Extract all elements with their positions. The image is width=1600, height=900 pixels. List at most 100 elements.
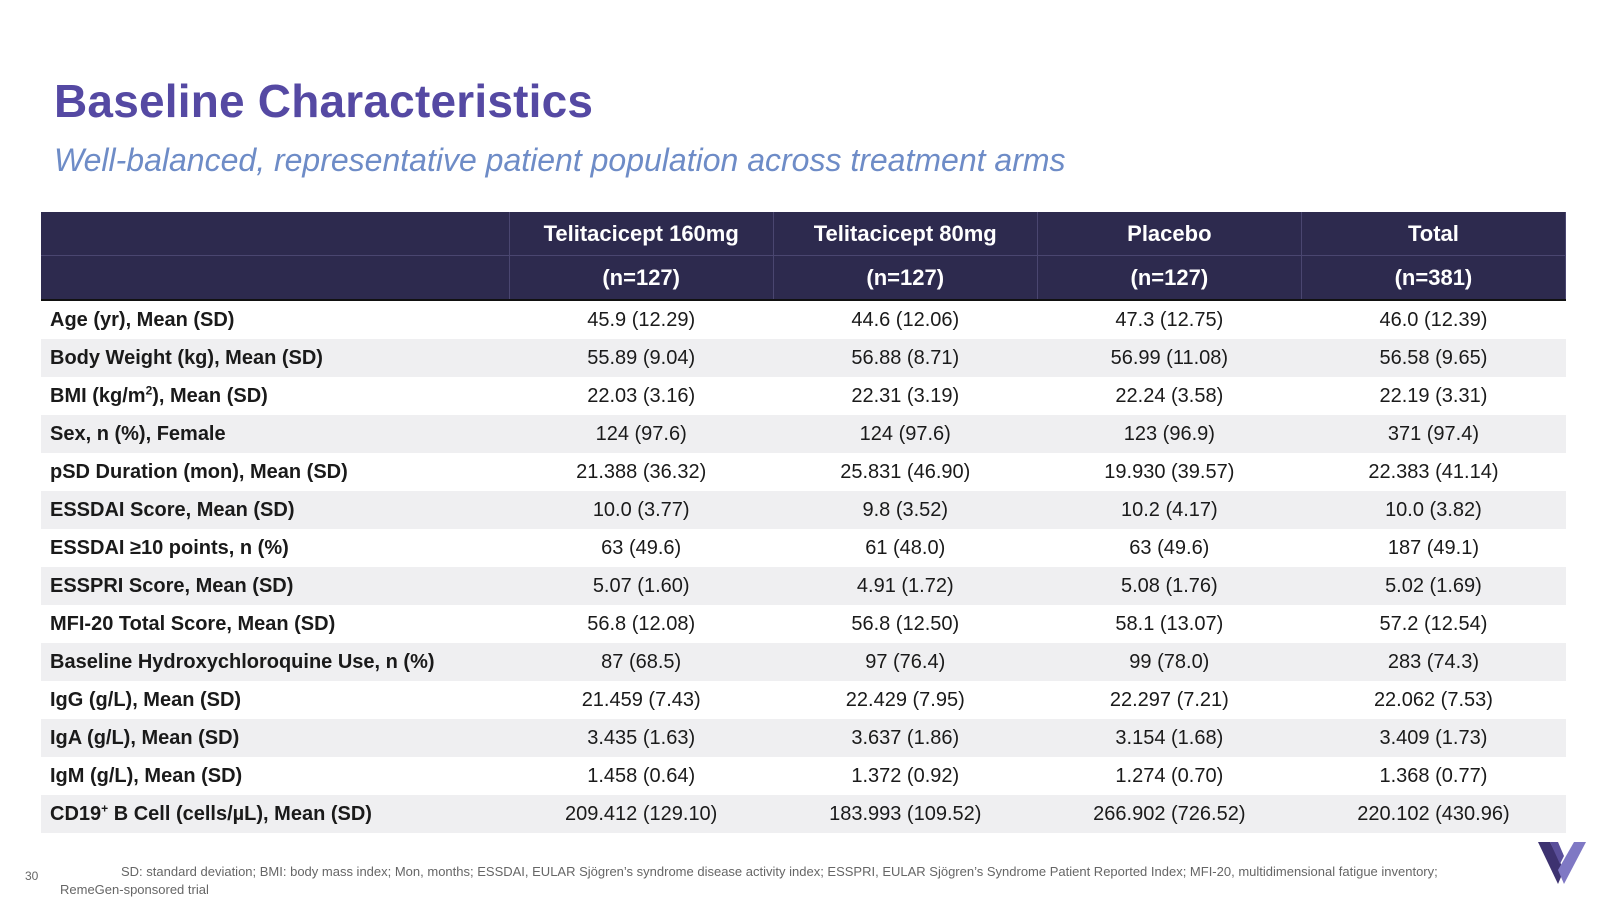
cell-value: 209.412 (129.10) [509, 795, 774, 833]
column-header-total: Total [1301, 212, 1567, 256]
cell-value: 124 (97.6) [509, 415, 774, 453]
row-label: Body Weight (kg), Mean (SD) [41, 339, 510, 377]
row-label-text: ), Mean (SD) [152, 384, 268, 407]
cell-value: 97 (76.4) [773, 643, 1038, 681]
page-number: 30 [25, 869, 39, 883]
cell-value: 21.388 (36.32) [576, 460, 707, 483]
cell-value: 56.8 (12.50) [851, 612, 960, 635]
cell-value: 55.89 (9.04) [509, 339, 774, 377]
cell-value: 123 (96.9) [1037, 415, 1302, 453]
row-label-text: BMI (kg/m [50, 384, 146, 407]
cell-value: 266.902 (726.52) [1037, 795, 1302, 833]
row-label: BMI (kg/m2), Mean (SD) [41, 377, 509, 415]
row-label: IgG (g/L), Mean (SD) [50, 688, 242, 711]
table-row: ESSDAI Score, Mean (SD) 10.0 (3.77) 9.8 … [41, 491, 1566, 529]
superscript: + [101, 800, 109, 815]
row-label: pSD Duration (mon), Mean (SD) [50, 460, 348, 483]
v-logo-icon [1538, 842, 1586, 884]
table-row: MFI-20 Total Score, Mean (SD) 56.8 (12.0… [41, 605, 1566, 643]
column-header-placebo: Placebo [1037, 212, 1302, 256]
cell-value: 21.459 (7.43) [581, 688, 701, 711]
cell-value: 63 (49.6) [1129, 536, 1210, 559]
table-row: Sex, n (%), Female 124 (97.6) 124 (97.6)… [41, 415, 1566, 453]
row-label: ESSDAI ≥10 points, n (%) [50, 536, 289, 559]
table-row: ESSPRI Score, Mean (SD) 5.07 (1.60) 4.91… [41, 567, 1566, 605]
cell-value: 58.1 (13.07) [1115, 612, 1224, 635]
cell-value: 1.458 (0.64) [587, 764, 696, 787]
cell-value: 61 (48.0) [865, 536, 946, 559]
cell-value: 1.368 (0.77) [1379, 764, 1488, 787]
cell-value: 10.0 (3.77) [509, 491, 774, 529]
column-n-telitacicept-160mg: (n=127) [509, 255, 774, 301]
cell-value: 22.31 (3.19) [851, 384, 960, 407]
cell-value: 9.8 (3.52) [773, 491, 1038, 529]
row-label: Sex, n (%), Female [41, 415, 510, 453]
cell-value: 283 (74.3) [1301, 643, 1566, 681]
cell-value: 56.58 (9.65) [1301, 339, 1566, 377]
cell-value: 3.435 (1.63) [509, 719, 774, 757]
column-n-placebo: (n=127) [1037, 255, 1302, 301]
cell-value: 22.383 (41.14) [1368, 460, 1499, 483]
row-label: ESSDAI Score, Mean (SD) [41, 491, 510, 529]
table-row: Baseline Hydroxychloroquine Use, n (%) 8… [41, 643, 1566, 681]
cell-value: 371 (97.4) [1301, 415, 1566, 453]
table-row: BMI (kg/m2), Mean (SD) 22.03 (3.16) 22.3… [41, 377, 1566, 415]
slide-subtitle: Well-balanced, representative patient po… [54, 142, 1066, 178]
cell-value: 3.154 (1.68) [1037, 719, 1302, 757]
cell-value: 99 (78.0) [1037, 643, 1302, 681]
row-label-text: B Cell (cells/µL), Mean (SD) [108, 802, 372, 825]
cell-value: 56.99 (11.08) [1037, 339, 1302, 377]
cell-value: 4.91 (1.72) [773, 567, 1038, 605]
table-row: Body Weight (kg), Mean (SD) 55.89 (9.04)… [41, 339, 1566, 377]
cell-value: 22.062 (7.53) [1373, 688, 1493, 711]
cell-value: 25.831 (46.90) [840, 460, 971, 483]
table-row: CD19+ B Cell (cells/µL), Mean (SD) 209.4… [41, 795, 1566, 833]
cell-value: 220.102 (430.96) [1301, 795, 1566, 833]
cell-value: 56.8 (12.08) [587, 612, 696, 635]
table-row: IgM (g/L), Mean (SD) 1.458 (0.64) 1.372 … [41, 757, 1566, 795]
superscript: 2 [145, 382, 153, 397]
column-n-telitacicept-80mg: (n=127) [773, 255, 1038, 301]
cell-value: 22.24 (3.58) [1115, 384, 1224, 407]
table-row: pSD Duration (mon), Mean (SD) 21.388 (36… [41, 453, 1566, 491]
footnote: SD: standard deviation; BMI: body mass i… [60, 864, 1438, 897]
row-label: IgA (g/L), Mean (SD) [41, 719, 510, 757]
cell-value: 5.08 (1.76) [1037, 567, 1302, 605]
cell-value: 1.274 (0.70) [1115, 764, 1224, 787]
cell-value: 63 (49.6) [601, 536, 682, 559]
cell-value: 22.03 (3.16) [587, 384, 696, 407]
cell-value: 45.9 (12.29) [587, 308, 696, 331]
cell-value: 22.429 (7.95) [845, 688, 965, 711]
cell-value: 22.297 (7.21) [1109, 688, 1229, 711]
cell-value: 44.6 (12.06) [851, 308, 960, 331]
cell-value: 87 (68.5) [509, 643, 774, 681]
row-label: ESSPRI Score, Mean (SD) [41, 567, 510, 605]
header-empty-cell [41, 212, 510, 256]
cell-value: 183.993 (109.52) [773, 795, 1038, 833]
table-row: IgG (g/L), Mean (SD) 21.459 (7.43) 22.42… [41, 681, 1566, 719]
cell-value: 22.19 (3.31) [1379, 384, 1488, 407]
row-label-text: CD19 [50, 802, 102, 825]
cell-value: 3.637 (1.86) [773, 719, 1038, 757]
table-row: ESSDAI ≥10 points, n (%) 63 (49.6) 61 (4… [41, 529, 1566, 567]
row-label: Baseline Hydroxychloroquine Use, n (%) [41, 643, 510, 681]
column-n-total: (n=381) [1301, 255, 1567, 301]
table-row: IgA (g/L), Mean (SD) 3.435 (1.63) 3.637 … [41, 719, 1566, 757]
cell-value: 46.0 (12.39) [1379, 308, 1488, 331]
cell-value: 5.02 (1.69) [1301, 567, 1566, 605]
header-empty-cell [41, 255, 510, 301]
cell-value: 19.930 (39.57) [1104, 460, 1235, 483]
row-label: CD19+ B Cell (cells/µL), Mean (SD) [41, 795, 510, 833]
cell-value: 56.88 (8.71) [773, 339, 1038, 377]
cell-value: 10.0 (3.82) [1301, 491, 1566, 529]
column-header-telitacicept-80mg: Telitacicept 80mg [773, 212, 1038, 256]
table-row: Age (yr), Mean (SD) 45.9 (12.29) 44.6 (1… [41, 300, 1566, 339]
row-label: MFI-20 Total Score, Mean (SD) [50, 612, 336, 635]
slide-title: Baseline Characteristics [54, 75, 594, 127]
cell-value: 3.409 (1.73) [1301, 719, 1566, 757]
cell-value: 5.07 (1.60) [509, 567, 774, 605]
cell-value: 57.2 (12.54) [1379, 612, 1488, 635]
column-header-telitacicept-160mg: Telitacicept 160mg [509, 212, 774, 256]
baseline-characteristics-table: Telitacicept 160mg Telitacicept 80mg Pla… [41, 212, 1567, 833]
row-label: Age (yr), Mean (SD) [50, 308, 235, 331]
